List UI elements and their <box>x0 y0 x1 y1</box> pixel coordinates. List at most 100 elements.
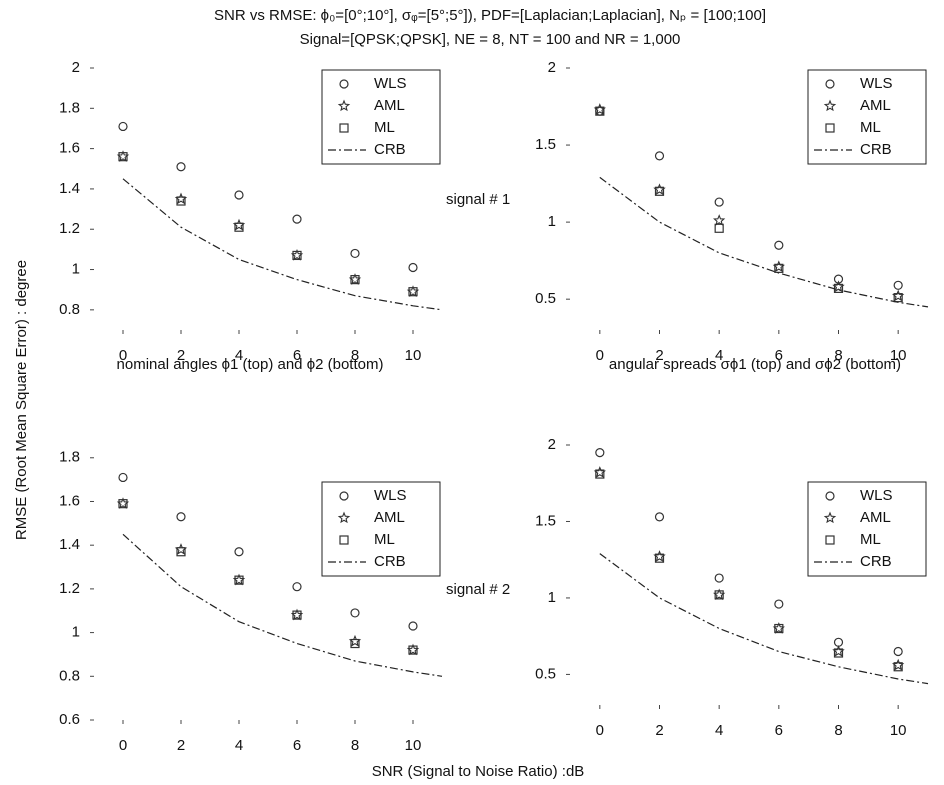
marker-star <box>593 466 606 478</box>
marker-square <box>292 250 302 261</box>
legend-label: AML <box>374 97 405 114</box>
marker-circle <box>118 472 128 483</box>
x-tick-label: 8 <box>351 737 359 754</box>
legend-label: CRB <box>374 141 406 158</box>
x-tick-label: 4 <box>235 737 243 754</box>
y-tick-label: 0.5 <box>535 665 556 682</box>
marker-star <box>892 289 905 302</box>
x-tick-label: 2 <box>655 347 663 364</box>
legend-label: ML <box>860 531 881 548</box>
marker-square <box>893 662 903 672</box>
marker-square <box>825 123 835 133</box>
marker-circle <box>774 240 784 250</box>
marker-square <box>408 645 418 655</box>
marker-circle <box>825 491 835 501</box>
annotation: signal # 1 <box>446 191 510 208</box>
marker-star <box>174 192 188 205</box>
marker-circle <box>408 262 418 273</box>
legend-box <box>321 69 441 165</box>
marker-square <box>118 499 128 509</box>
marker-circle <box>408 621 418 631</box>
legend-label: CRB <box>860 141 892 158</box>
marker-star <box>174 543 188 555</box>
y-tick-label: 1.8 <box>59 449 80 466</box>
y-tick-label: 0.6 <box>59 711 80 728</box>
marker-circle <box>825 79 835 89</box>
legend-label: AML <box>860 97 891 114</box>
x-tick-label: 4 <box>235 347 243 364</box>
marker-square <box>595 106 605 116</box>
x-tick-label: 0 <box>596 347 604 364</box>
y-tick-label: 1 <box>72 261 80 278</box>
marker-circle <box>654 512 665 522</box>
y-tick-label: 0.8 <box>59 667 80 684</box>
marker-circle <box>292 582 302 592</box>
x-tick-label: 10 <box>890 722 907 739</box>
marker-circle <box>714 197 724 207</box>
marker-square <box>339 123 349 133</box>
marker-square <box>825 535 835 545</box>
x-tick-label: 0 <box>596 722 604 739</box>
panel-caption: nominal angles ϕ1 (top) and ϕ2 (bottom) <box>117 356 384 373</box>
marker-square <box>774 623 784 634</box>
marker-circle <box>714 573 724 583</box>
x-tick-label: 10 <box>405 347 422 364</box>
crb-line <box>122 178 443 311</box>
marker-square <box>774 263 784 273</box>
marker-square <box>654 553 665 563</box>
annotation: signal # 2 <box>446 581 510 598</box>
x-tick-label: 6 <box>775 722 783 739</box>
marker-star <box>772 260 785 273</box>
legend-label: AML <box>860 509 891 526</box>
y-axis-label: RMSE (Root Mean Square Error) : degree <box>13 260 30 540</box>
y-tick-label: 2 <box>72 59 80 76</box>
legend-label: ML <box>860 119 881 136</box>
marker-star <box>823 99 837 112</box>
legend-box <box>807 69 927 165</box>
marker-star <box>892 658 905 671</box>
subtitle: Signal=[QPSK;QPSK], NE = 8, NT = 100 and… <box>300 31 681 48</box>
legend-label: ML <box>374 119 395 136</box>
crb-line <box>122 533 443 677</box>
x-tick-label: 2 <box>655 722 663 739</box>
x-tick-label: 8 <box>834 722 842 739</box>
y-tick-label: 1.2 <box>59 220 80 237</box>
y-tick-label: 0.5 <box>535 290 556 307</box>
marker-star <box>653 550 666 562</box>
marker-circle <box>339 491 349 501</box>
marker-square <box>350 275 360 285</box>
x-tick-label: 0 <box>119 347 127 364</box>
marker-circle <box>893 646 903 657</box>
marker-circle <box>176 162 186 172</box>
marker-circle <box>774 599 784 609</box>
marker-square <box>408 287 418 297</box>
marker-circle <box>595 448 605 458</box>
marker-circle <box>176 512 186 522</box>
legend-label: WLS <box>860 487 893 504</box>
marker-square <box>176 196 186 206</box>
legend-label: WLS <box>860 75 893 92</box>
x-axis-label: SNR (Signal to Noise Ratio) :dB <box>372 763 585 780</box>
legend-label: AML <box>374 509 405 526</box>
x-tick-label: 8 <box>834 347 842 364</box>
marker-square <box>339 535 349 545</box>
x-tick-label: 4 <box>715 347 723 364</box>
y-tick-label: 1.6 <box>59 140 80 157</box>
y-tick-label: 1.5 <box>535 512 556 529</box>
marker-star <box>337 99 351 112</box>
y-tick-label: 1 <box>548 589 556 606</box>
legend-box <box>807 481 927 577</box>
marker-circle <box>350 248 360 259</box>
marker-square <box>234 222 244 232</box>
marker-circle <box>118 121 128 132</box>
legend-label: CRB <box>374 553 406 570</box>
marker-square <box>350 638 360 649</box>
marker-square <box>595 469 605 479</box>
crb-line <box>599 176 929 308</box>
legend-label: ML <box>374 531 395 548</box>
marker-star <box>337 511 351 524</box>
marker-star <box>348 634 362 647</box>
legend-label: WLS <box>374 487 407 504</box>
x-tick-label: 10 <box>890 347 907 364</box>
